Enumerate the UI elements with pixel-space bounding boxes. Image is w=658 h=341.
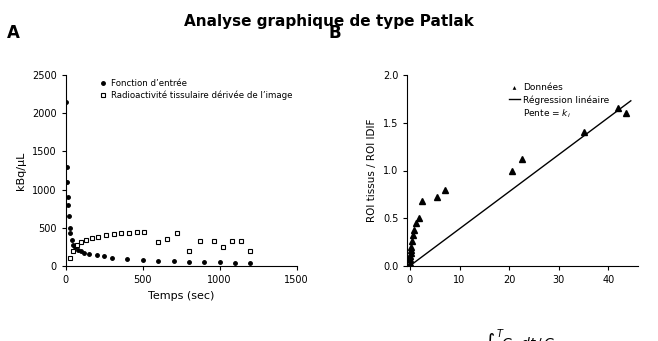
Fonction d’entrée [71,245,79,249]
Radioactivité tissulaire dérivée de l’image [195,239,203,243]
Radioactivité tissulaire dérivée de l’image [247,249,255,253]
Text: A: A [7,24,20,42]
Radioactivité tissulaire dérivée de l’image [210,239,218,243]
Radioactivité tissulaire dérivée de l’image [94,235,102,239]
Fonction d’entrée [124,257,132,261]
Fonction d’entrée [185,260,193,264]
Line: Radioactivité tissulaire dérivée de l’image: Radioactivité tissulaire dérivée de l’im… [67,229,253,261]
Fonction d’entrée [108,255,116,260]
Fonction d’entrée [68,238,76,242]
Line: Fonction d’entrée: Fonction d’entrée [63,98,254,267]
Radioactivité tissulaire dérivée de l’image [102,233,110,237]
Fonction d’entrée [93,253,101,257]
Fonction d’entrée [231,261,239,265]
Radioactivité tissulaire dérivée de l’image [77,240,85,244]
Radioactivité tissulaire dérivée de l’image [172,231,180,235]
Fonction d’entrée [63,165,70,169]
Radioactivité tissulaire dérivée de l’image [88,236,96,240]
Radioactivité tissulaire dérivée de l’image [133,230,141,234]
Legend: Fonction d’entrée, Radioactivité tissulaire dérivée de l’image: Fonction d’entrée, Radioactivité tissula… [99,79,292,100]
Fonction d’entrée [200,260,208,264]
Fonction d’entrée [154,258,162,263]
Fonction d’entrée [216,260,224,264]
Radioactivité tissulaire dérivée de l’image [238,239,245,243]
Y-axis label: kBq/μL: kBq/μL [16,151,26,190]
Fonction d’entrée [66,226,74,230]
Fonction d’entrée [100,254,108,258]
Text: Analyse graphique de type Patlak: Analyse graphique de type Patlak [184,14,474,29]
Radioactivité tissulaire dérivée de l’image [117,231,125,235]
Fonction d’entrée [65,214,73,218]
Radioactivité tissulaire dérivée de l’image [70,249,78,253]
Fonction d’entrée [139,258,147,262]
Fonction d’entrée [70,243,78,247]
Text: B: B [329,24,342,42]
Radioactivité tissulaire dérivée de l’image [109,232,117,236]
Fonction d’entrée [64,203,72,207]
Fonction d’entrée [64,195,72,199]
Fonction d’entrée [85,252,93,256]
Radioactivité tissulaire dérivée de l’image [82,238,89,242]
Fonction d’entrée [170,259,178,263]
Radioactivité tissulaire dérivée de l’image [74,243,82,248]
Fonction d’entrée [77,249,85,253]
Fonction d’entrée [66,231,74,235]
Fonction d’entrée [63,100,70,104]
Fonction d’entrée [80,251,88,255]
Radioactivité tissulaire dérivée de l’image [185,249,193,253]
Radioactivité tissulaire dérivée de l’image [163,237,171,241]
Radioactivité tissulaire dérivée de l’image [228,239,236,243]
Fonction d’entrée [74,248,82,252]
Radioactivité tissulaire dérivée de l’image [154,240,162,244]
Legend: Données, Régression linéaire, Pente = $k_i$: Données, Régression linéaire, Pente = $k… [509,83,609,120]
Radioactivité tissulaire dérivée de l’image [219,245,227,249]
Radioactivité tissulaire dérivée de l’image [140,230,148,234]
X-axis label: Temps (sec): Temps (sec) [148,291,215,300]
Radioactivité tissulaire dérivée de l’image [125,231,133,235]
Radioactivité tissulaire dérivée de l’image [66,256,74,261]
Fonction d’entrée [247,261,255,265]
Fonction d’entrée [63,180,71,184]
Text: $\int_0^T C_p\,dt\,/\,C_p$: $\int_0^T C_p\,dt\,/\,C_p$ [484,327,561,341]
Y-axis label: ROI tissus / ROI IDIF: ROI tissus / ROI IDIF [367,119,378,222]
